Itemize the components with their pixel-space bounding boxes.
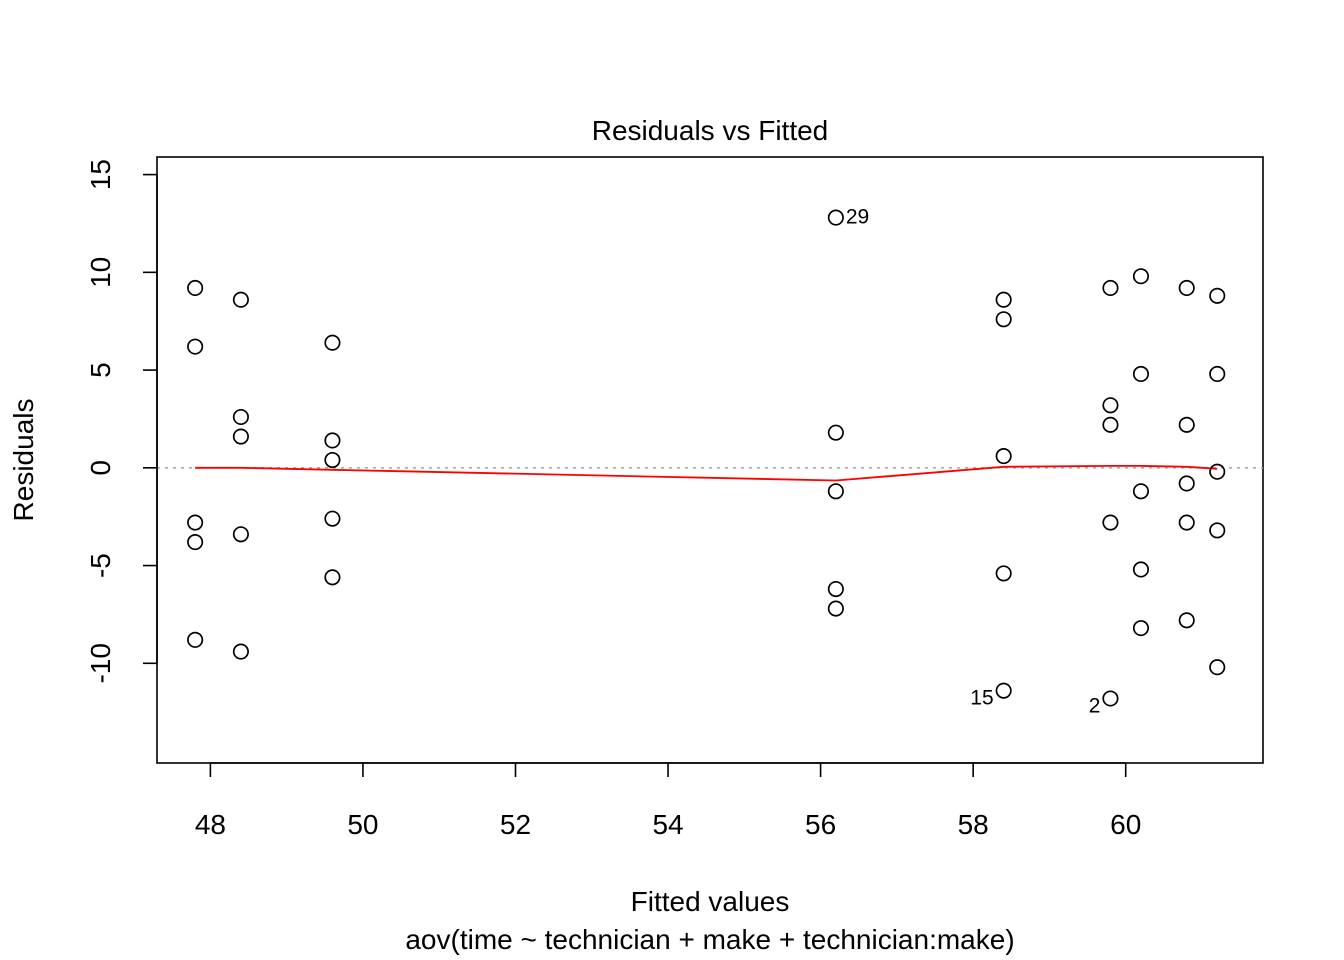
y-axis-label: Residuals (8, 399, 39, 522)
data-point (995, 448, 1012, 465)
data-point (1102, 397, 1119, 414)
data-point (1132, 268, 1150, 285)
x-tick-label: 60 (1110, 809, 1141, 840)
data-point (827, 424, 844, 441)
y-tick-label: 5 (85, 362, 116, 378)
y-axis: 15 10 5 0 -5 -10 (85, 159, 158, 684)
data-point (995, 682, 1012, 699)
x-tick-label: 54 (652, 809, 683, 840)
y-tick-label: 10 (85, 257, 116, 288)
x-tick-label: 58 (958, 809, 989, 840)
data-point (187, 279, 204, 297)
data-point (1132, 561, 1150, 578)
residual-points (187, 209, 1226, 707)
data-point (324, 569, 341, 586)
x-tick-label: 52 (500, 809, 531, 840)
x-tick-label: 50 (347, 809, 378, 840)
data-point (1209, 463, 1226, 480)
data-point (1178, 514, 1195, 531)
data-point (187, 514, 204, 531)
data-point (995, 565, 1012, 582)
data-point (1178, 279, 1195, 297)
x-tick-label: 48 (195, 809, 226, 840)
data-point (187, 534, 204, 551)
data-point (995, 291, 1012, 308)
point-label: 29 (846, 206, 869, 229)
data-point (1209, 659, 1226, 676)
data-point (324, 334, 341, 351)
data-point (1178, 475, 1195, 492)
data-point (187, 338, 204, 355)
data-point (1102, 514, 1119, 531)
data-point (1209, 522, 1226, 539)
data-point (187, 631, 204, 648)
data-point (1178, 612, 1195, 629)
data-point (1102, 279, 1119, 297)
data-point (1209, 287, 1226, 304)
y-tick-label: -10 (85, 643, 116, 683)
y-tick-label: -5 (85, 553, 116, 578)
chart-title: Residuals vs Fitted (592, 115, 829, 146)
data-point (1209, 365, 1226, 383)
outlier-labels: 29 15 2 (846, 206, 1101, 718)
data-point (232, 291, 249, 308)
chart-subtitle: aov(time ~ technician + make + technicia… (405, 924, 1014, 955)
data-point (232, 526, 249, 543)
smooth-trend-line (195, 464, 1218, 482)
y-tick-label: 15 (85, 159, 116, 190)
data-point (232, 428, 249, 445)
data-point (324, 432, 341, 449)
data-point (232, 643, 249, 660)
data-point (827, 580, 844, 598)
x-axis-label: Fitted values (631, 886, 790, 917)
plot-frame (156, 156, 1264, 764)
data-point (827, 483, 844, 500)
x-tick-label: 56 (805, 809, 836, 840)
data-point (1102, 690, 1119, 707)
data-point (1132, 365, 1150, 383)
y-tick-label: 0 (85, 460, 116, 476)
data-point (1132, 620, 1150, 637)
data-point (995, 311, 1012, 328)
point-label: 2 (1089, 694, 1101, 717)
x-axis: 48 50 52 54 56 58 60 (195, 762, 1141, 840)
data-point (324, 510, 341, 527)
data-point (827, 209, 844, 226)
data-point (232, 408, 249, 426)
data-point (827, 600, 844, 617)
data-point (1102, 416, 1119, 433)
data-point (1178, 416, 1195, 433)
data-point (1132, 483, 1150, 500)
point-label: 15 (970, 687, 993, 710)
data-point (324, 451, 341, 469)
